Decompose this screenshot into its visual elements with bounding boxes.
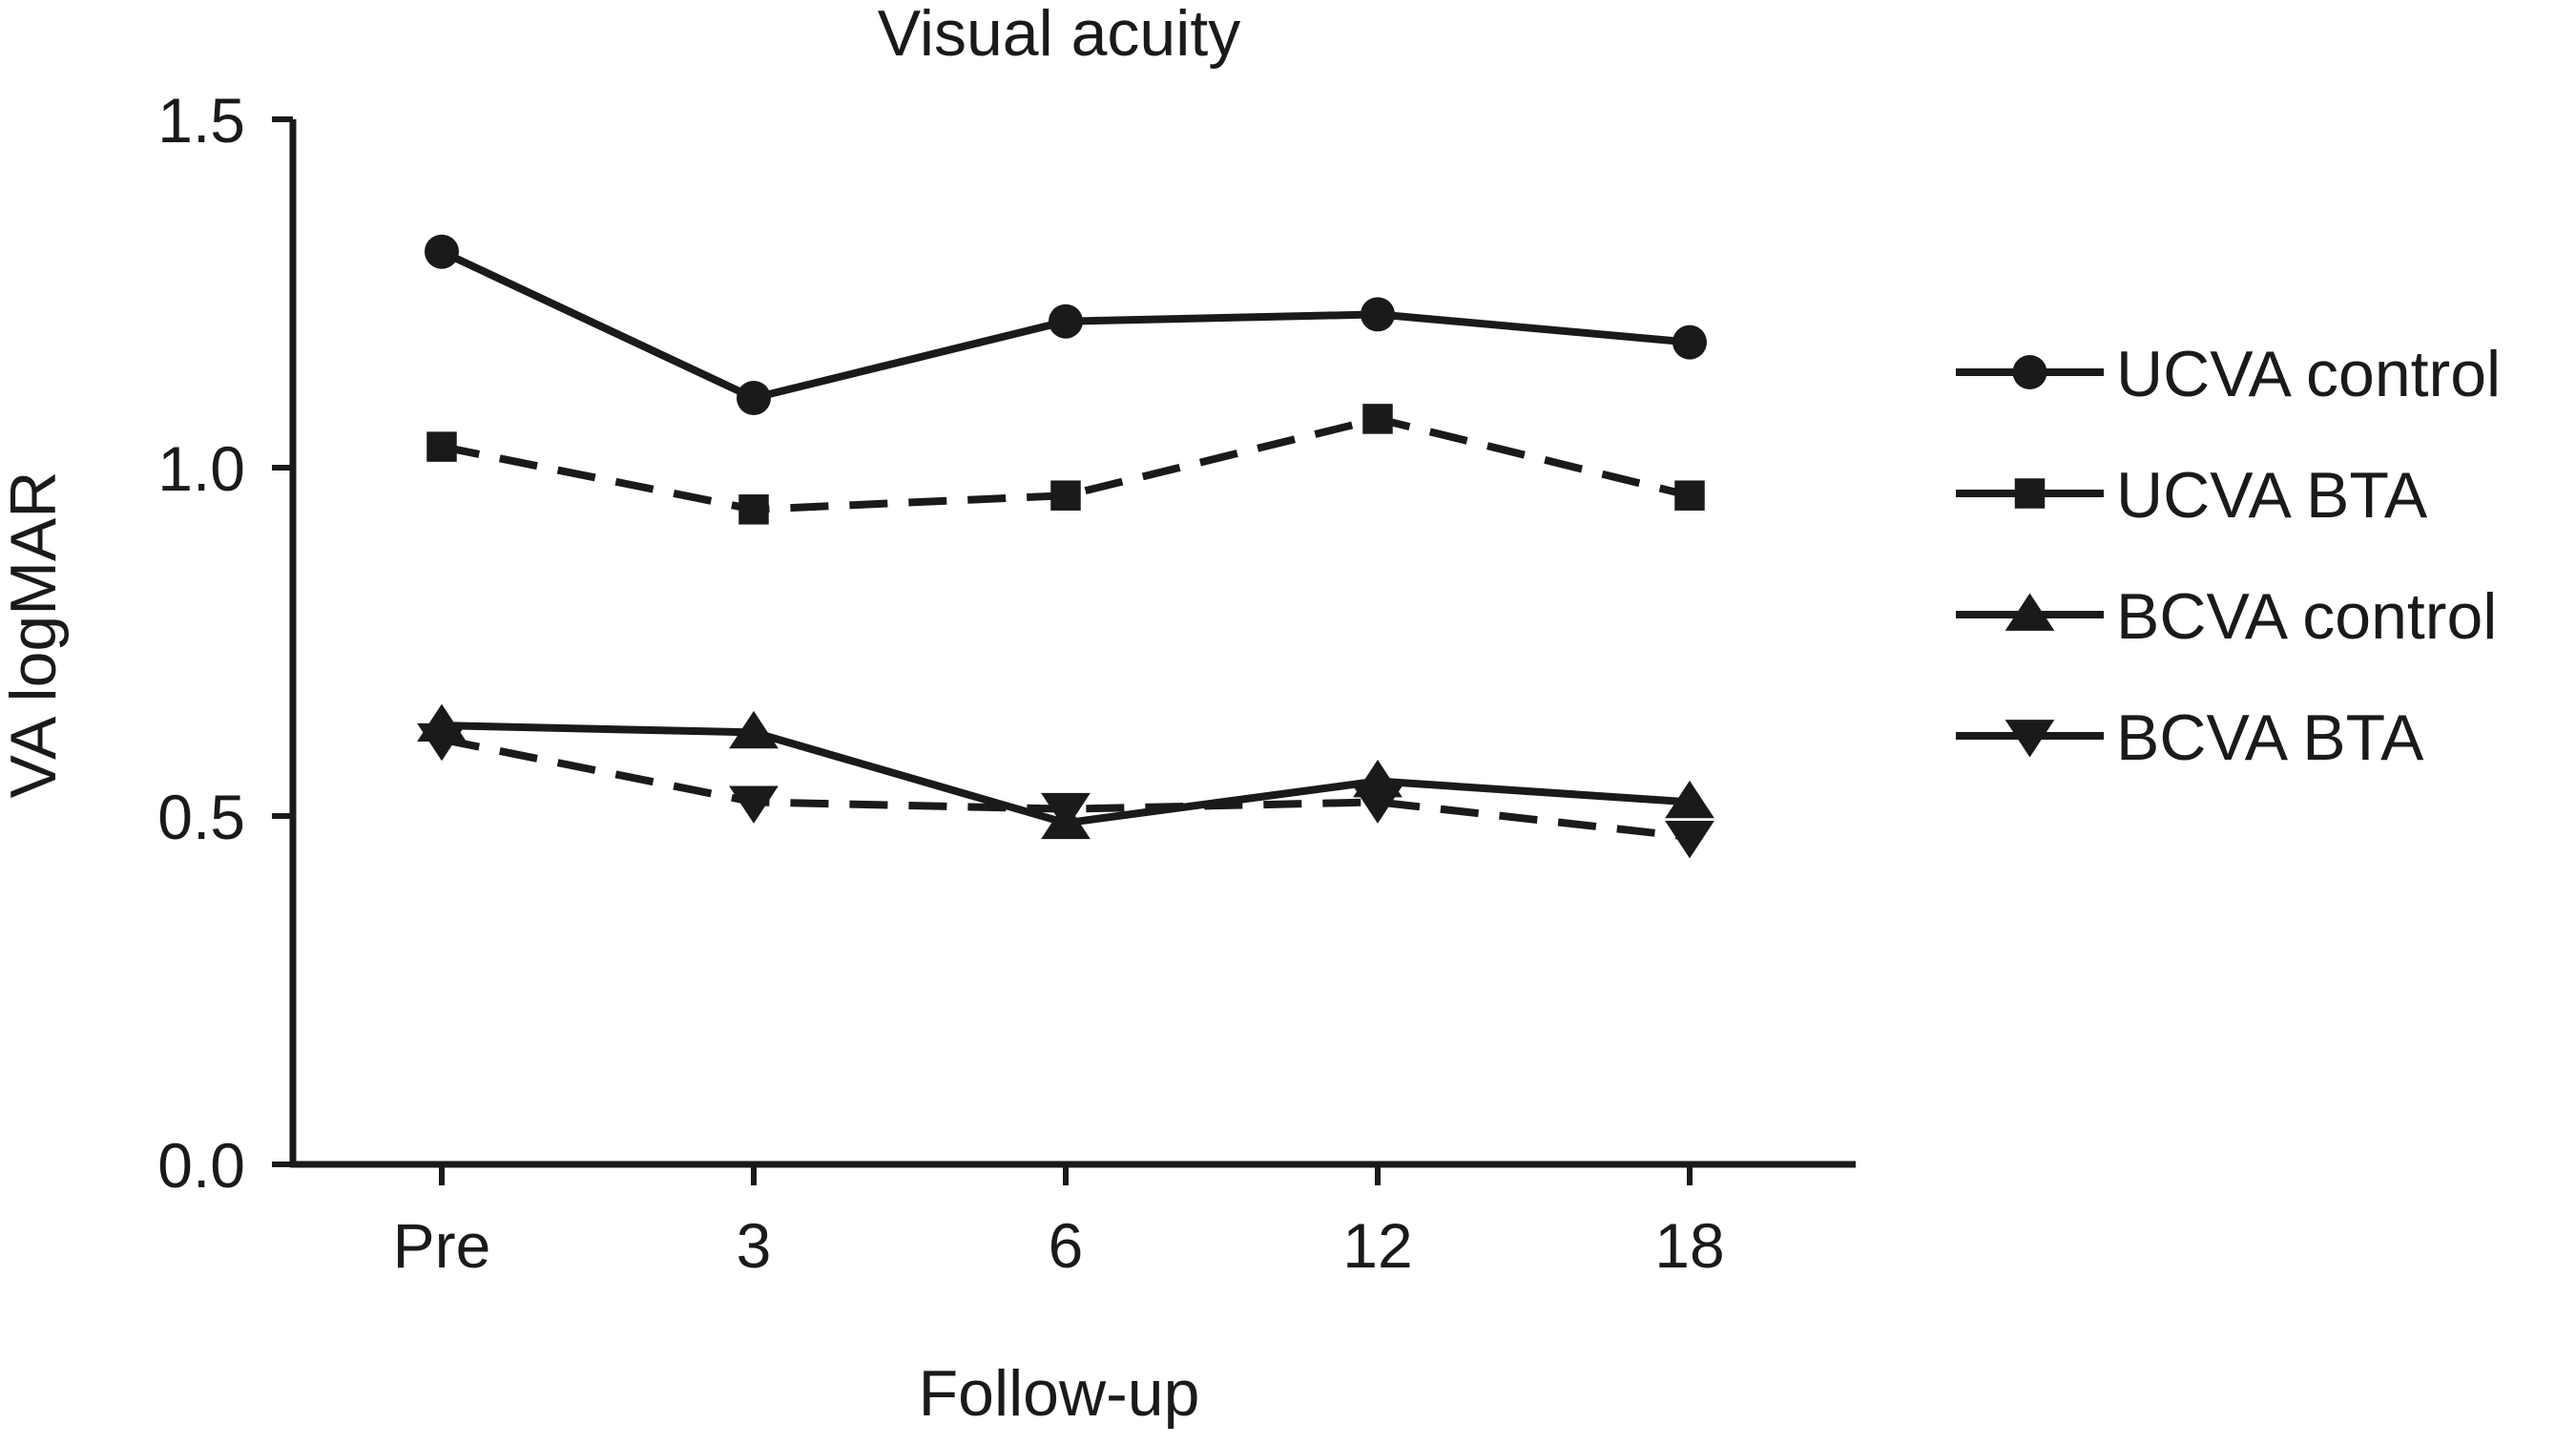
- x-tick-label: 3: [737, 1210, 772, 1281]
- data-point: [729, 785, 779, 824]
- data-point: [426, 431, 457, 462]
- chart-title: Visual acuity: [878, 0, 1241, 70]
- data-point: [1361, 297, 1395, 332]
- data-point: [1672, 324, 1707, 360]
- y-tick-label: 1.5: [157, 85, 245, 156]
- x-tick-label: 6: [1049, 1210, 1084, 1281]
- y-axis-label: VA logMAR: [0, 471, 70, 799]
- legend-item: UCVA control: [1956, 338, 2501, 410]
- y-tick-label: 0.0: [157, 1130, 245, 1201]
- data-point: [1050, 480, 1081, 511]
- series-ucva-control: [425, 234, 1707, 415]
- data-point: [738, 494, 769, 525]
- series-bcva-bta: [417, 722, 1714, 859]
- x-tick-label: Pre: [393, 1210, 491, 1281]
- data-point: [1674, 480, 1705, 511]
- x-axis-label: Follow-up: [919, 1357, 1200, 1430]
- axes: 0.0 0.5 1.0 1.5 Pre 3 6 12 18: [157, 85, 1856, 1281]
- legend-label: BCVA BTA: [2116, 701, 2424, 774]
- data-point: [1041, 792, 1091, 831]
- data-point: [729, 710, 779, 749]
- data-point: [1353, 785, 1402, 824]
- series-ucva-bta: [426, 404, 1705, 525]
- legend-item: BCVA BTA: [1956, 701, 2424, 774]
- legend-label: UCVA BTA: [2116, 459, 2428, 532]
- legend-marker: [2012, 355, 2047, 389]
- series-line: [441, 414, 1691, 513]
- series-layer: [417, 234, 1714, 859]
- legend: UCVA control UCVA BTA BCVA control BCVA BTA: [1956, 338, 2501, 774]
- legend-item: UCVA BTA: [1956, 459, 2428, 532]
- x-tick-label: 18: [1654, 1210, 1724, 1281]
- y-tick-label: 1.0: [157, 433, 245, 504]
- data-point: [1362, 404, 1393, 434]
- data-point: [417, 722, 467, 762]
- legend-marker: [2005, 593, 2055, 631]
- legend-label: UCVA control: [2116, 338, 2501, 410]
- y-tick-label: 0.5: [157, 782, 245, 852]
- series-line: [441, 735, 1691, 841]
- legend-item: BCVA control: [1956, 580, 2497, 653]
- data-point: [737, 381, 771, 415]
- legend-marker: [2005, 720, 2055, 758]
- x-tick-label: 12: [1342, 1210, 1412, 1281]
- data-point: [1665, 821, 1714, 859]
- data-point: [1049, 303, 1083, 339]
- data-point: [425, 234, 459, 269]
- data-point: [1665, 780, 1714, 819]
- legend-label: BCVA control: [2116, 580, 2497, 653]
- legend-marker: [2014, 478, 2046, 509]
